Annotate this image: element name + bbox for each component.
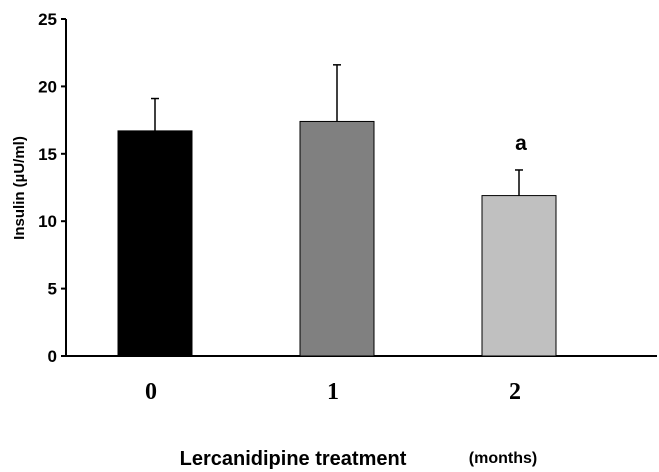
significance-annotation: a <box>515 132 527 155</box>
y-axis-label: Insulin (µU/ml) <box>11 136 28 240</box>
y-tick-label: 15 <box>38 145 57 164</box>
x-tick-label: 1 <box>327 379 339 405</box>
labels: 0 5 10 15 20 25 0 1 2 a <box>38 10 527 405</box>
bar-month-1 <box>299 120 375 357</box>
error-bars <box>151 64 523 196</box>
y-tick-label: 0 <box>48 347 57 366</box>
x-tick-label: 2 <box>509 379 521 405</box>
x-axis-label: Lercanidipine treatment <box>180 448 407 470</box>
y-tick-label: 25 <box>38 10 57 29</box>
x-tick-label: 0 <box>145 379 157 405</box>
bar-month-2 <box>481 195 557 357</box>
bars <box>117 120 557 357</box>
bar-month-0 <box>117 130 193 357</box>
x-axis-unit-label: (months) <box>469 450 537 467</box>
y-tick-label: 20 <box>38 77 57 96</box>
y-tick-label: 10 <box>38 212 57 231</box>
y-tick-label: 5 <box>48 280 57 299</box>
